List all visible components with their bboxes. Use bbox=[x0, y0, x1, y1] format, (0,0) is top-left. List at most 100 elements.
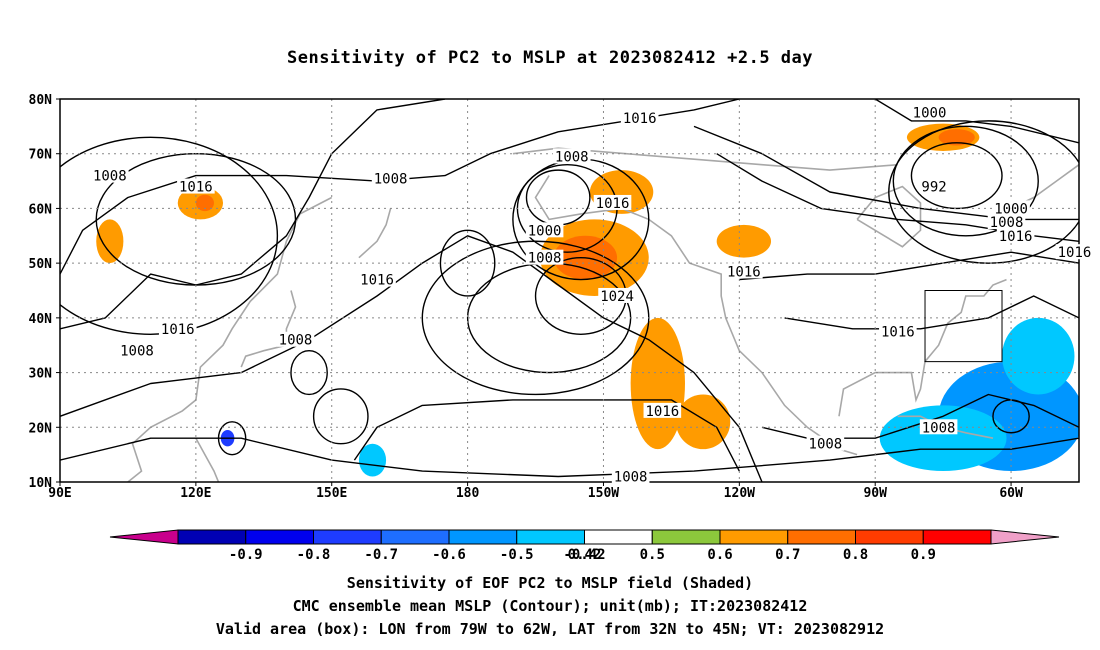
lon-tick-label: 60W bbox=[999, 486, 1023, 501]
contour-label: 1016 bbox=[360, 273, 394, 289]
contour-label: 1008 bbox=[528, 251, 562, 267]
contour-label: 1016 bbox=[596, 196, 630, 212]
grid-layer bbox=[59, 98, 1080, 483]
contour-label: 1016 bbox=[179, 180, 213, 196]
lat-tick-label: 70N bbox=[29, 148, 53, 163]
colorbar: -0.9 -0.8 -0.7 -0.6 -0.5 -0.420.42 0.5 0.6 0.7 0.… bbox=[109, 529, 1060, 563]
contour-label-bg bbox=[879, 323, 917, 339]
contour-label: 1016 bbox=[161, 322, 195, 338]
colorbar-swatch bbox=[177, 529, 247, 545]
colorbar-label: -0.42 bbox=[563, 547, 605, 563]
colorbar-swatch bbox=[380, 529, 450, 545]
contour-label-bg bbox=[118, 342, 156, 358]
mslp-contour bbox=[312, 388, 369, 445]
contour-label-bg bbox=[910, 104, 949, 120]
lon-tick-label: 90E bbox=[48, 486, 71, 501]
shaded-patch bbox=[96, 219, 124, 264]
colorbar-swatch bbox=[313, 529, 382, 545]
colorbar-over-triangle bbox=[990, 529, 1060, 545]
mslp-contour bbox=[784, 295, 1079, 330]
contour-label: 1016 bbox=[1058, 245, 1092, 261]
contour-label: 1000 bbox=[913, 106, 947, 122]
contour-label-bg bbox=[371, 170, 410, 186]
coastline bbox=[838, 278, 1007, 417]
contour-label: 992 bbox=[921, 180, 946, 196]
caption-shaded: Sensitivity of EOF PC2 to MSLP field (Sh… bbox=[346, 574, 754, 592]
colorbar-swatch bbox=[719, 529, 789, 545]
colorbar-swatch bbox=[855, 529, 924, 545]
colorbar-swatch bbox=[245, 529, 314, 545]
lon-tick-label: 120W bbox=[724, 486, 755, 501]
coastline bbox=[534, 175, 858, 456]
colorbar-swatch bbox=[787, 529, 856, 545]
mslp-contour bbox=[60, 235, 763, 482]
colorbar-swatch bbox=[448, 529, 518, 545]
lat-tick-label: 50N bbox=[29, 257, 53, 272]
colorbar-swatch bbox=[516, 529, 585, 545]
mslp-contour bbox=[892, 125, 1039, 237]
contour-label-bg bbox=[1055, 244, 1094, 260]
coastline bbox=[195, 437, 220, 482]
lat-tick-label: 60N bbox=[29, 202, 53, 217]
coastline-layer bbox=[127, 147, 1079, 482]
contour-label-bg bbox=[996, 227, 1035, 243]
colorbar-label: -0.8 bbox=[297, 547, 331, 563]
contour-label: 1008 bbox=[809, 437, 843, 453]
colorbar-under-triangle bbox=[109, 529, 179, 545]
contour-label: 1008 bbox=[614, 470, 648, 486]
mslp-contour bbox=[739, 251, 1079, 281]
map-frame bbox=[59, 98, 1080, 483]
mslp-contour bbox=[353, 399, 740, 472]
lat-tick-label: 80N bbox=[29, 93, 53, 108]
lon-tick-label: 150E bbox=[316, 486, 347, 501]
mslp-contour bbox=[910, 142, 1003, 210]
contour-label-bg bbox=[611, 468, 650, 484]
contour-label-bg bbox=[358, 271, 396, 287]
shaded-patch bbox=[630, 317, 685, 450]
colorbar-swatch bbox=[584, 529, 653, 545]
colorbar-swatch bbox=[922, 529, 992, 545]
contour-label: 1016 bbox=[645, 404, 679, 420]
colorbar-label: 0.5 bbox=[640, 547, 665, 563]
contour-label: 1008 bbox=[120, 344, 154, 360]
mslp-contour bbox=[888, 120, 1079, 264]
colorbar-label: 0.42 bbox=[568, 547, 602, 563]
contour-label-bg bbox=[91, 167, 129, 183]
colorbar-label: 0.6 bbox=[707, 547, 732, 563]
contour-label-bg bbox=[177, 178, 215, 194]
map-title: Sensitivity of PC2 to MSLP at 2023082412… bbox=[286, 48, 813, 68]
contour-label-bg bbox=[525, 249, 564, 265]
contour-label-bg bbox=[806, 435, 845, 451]
mslp-contour bbox=[439, 229, 496, 297]
shaded-patch bbox=[1002, 317, 1075, 395]
contour-label-layer: 1016 1008 1008 1016 1008 1000 992 1000 1008 1016 1… bbox=[91, 104, 1094, 486]
contour-label: 1008 bbox=[93, 169, 127, 185]
mslp-contour bbox=[60, 99, 446, 330]
lat-tick-label: 20N bbox=[29, 421, 53, 436]
contour-label: 1000 bbox=[994, 201, 1028, 217]
contour-label-bg bbox=[725, 263, 763, 279]
contour-label-bg bbox=[919, 419, 958, 435]
contour-label: 1008 bbox=[922, 420, 956, 436]
lon-tick-label: 120E bbox=[180, 486, 211, 501]
caption-valid-area: Valid area (box): LON from 79W to 62W, L… bbox=[215, 620, 885, 638]
shaded-patch bbox=[938, 129, 975, 146]
valid-area-box-layer bbox=[924, 290, 1003, 363]
lon-tick-label: 150W bbox=[588, 486, 619, 501]
contour-label-bg bbox=[276, 331, 315, 347]
shaded-patch bbox=[358, 443, 387, 477]
contour-label: 1008 bbox=[279, 333, 313, 349]
contour-label-bg bbox=[158, 320, 197, 336]
colorbar-label: -0.9 bbox=[229, 547, 263, 563]
coastline bbox=[127, 196, 333, 482]
contour-label-bg bbox=[987, 214, 1026, 230]
contour-label-bg bbox=[643, 402, 682, 418]
shaded-patch bbox=[879, 405, 1007, 472]
mslp-contour bbox=[874, 99, 1079, 144]
mslp-contour bbox=[290, 349, 328, 396]
colorbar-swatch bbox=[651, 529, 721, 545]
contour-label-bg bbox=[598, 287, 636, 303]
contour-label-bg bbox=[919, 178, 949, 194]
